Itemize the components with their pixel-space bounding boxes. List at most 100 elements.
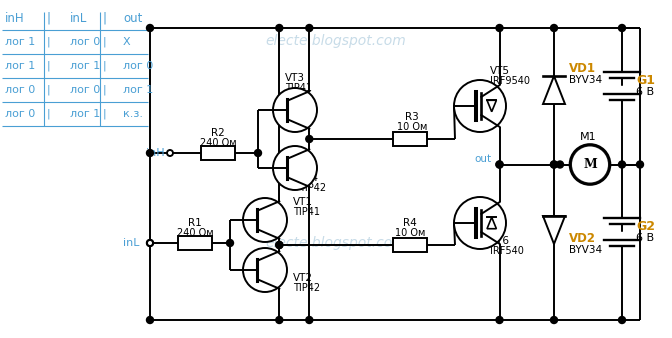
Text: R2: R2 [211,128,225,138]
Text: inL: inL [70,11,87,24]
Circle shape [273,88,317,132]
Text: VT1: VT1 [293,197,313,207]
Circle shape [273,146,317,190]
Circle shape [243,248,287,292]
Circle shape [306,24,312,31]
Text: TIP41: TIP41 [293,207,320,217]
Text: |: | [47,37,50,47]
Text: 240 Ом: 240 Ом [200,138,237,148]
Text: TIP41: TIP41 [285,83,312,93]
Circle shape [226,240,233,246]
Text: M: M [583,158,597,171]
Text: BYV34: BYV34 [569,75,602,85]
Text: лог 0: лог 0 [70,85,100,95]
Circle shape [496,24,503,31]
Circle shape [276,241,283,248]
Text: лог 0: лог 0 [5,85,35,95]
Text: 10 Ом: 10 Ом [396,122,427,132]
Polygon shape [487,217,497,229]
Text: лог 1: лог 1 [5,61,35,71]
Circle shape [276,241,283,248]
Circle shape [255,149,261,156]
Text: G1: G1 [636,74,655,87]
Text: |: | [47,61,50,71]
Text: |: | [47,85,50,95]
Circle shape [454,80,506,132]
Circle shape [306,136,312,143]
Text: к.з.: к.з. [123,109,143,119]
Text: VD1: VD1 [569,62,596,74]
Text: |: | [103,37,107,47]
Polygon shape [543,76,565,104]
Circle shape [147,240,153,246]
Circle shape [572,146,608,183]
Bar [393,238,427,252]
Text: R4: R4 [403,218,417,228]
Text: |: | [103,61,107,71]
Text: VT4: VT4 [299,173,319,183]
Circle shape [570,145,610,185]
Circle shape [550,161,558,168]
Text: |: | [47,109,50,119]
Circle shape [276,24,283,31]
Circle shape [243,198,287,242]
Bar [178,236,212,250]
Text: лог 0: лог 0 [5,109,35,119]
Text: X: X [123,37,130,47]
Circle shape [496,161,503,168]
Text: лог 0: лог 0 [70,37,100,47]
Text: 240 Ом: 240 Ом [177,228,213,238]
Bar [393,132,427,146]
Circle shape [147,240,153,246]
Text: |: | [103,11,107,24]
Text: |: | [103,85,107,95]
Text: |: | [47,11,51,24]
Text: out: out [474,154,491,165]
Circle shape [550,24,558,31]
Text: electe.blogspot.com: electe.blogspot.com [265,236,407,250]
Text: лог 1: лог 1 [70,109,100,119]
Text: 6 В: 6 В [636,87,654,97]
Text: VD2: VD2 [569,232,596,244]
Text: 6 В: 6 В [636,233,654,243]
Text: M1: M1 [580,131,596,142]
Polygon shape [543,216,565,244]
Circle shape [454,197,506,249]
Circle shape [146,316,153,323]
Circle shape [146,24,153,31]
Circle shape [496,316,503,323]
Text: R3: R3 [405,112,419,122]
Text: electe.blogspot.com: electe.blogspot.com [265,33,407,48]
Bar [201,146,235,160]
Polygon shape [487,100,497,112]
Text: VT5: VT5 [490,66,510,76]
Text: лог 1: лог 1 [123,85,153,95]
Text: VT3: VT3 [285,73,305,83]
Circle shape [496,161,503,168]
Text: IRF9540: IRF9540 [490,76,530,86]
Circle shape [550,161,558,168]
Circle shape [146,149,153,156]
Circle shape [276,316,283,323]
Text: TIP42: TIP42 [299,183,326,193]
Circle shape [146,240,153,246]
Text: G2: G2 [636,220,655,233]
Text: IRF540: IRF540 [490,246,524,256]
Text: BYV34: BYV34 [569,245,602,255]
Circle shape [556,161,564,168]
Text: лог 1: лог 1 [70,61,100,71]
Text: VT2: VT2 [293,273,313,283]
Text: |: | [103,109,107,119]
Text: 10 Ом: 10 Ом [395,228,425,238]
Circle shape [618,316,626,323]
Circle shape [618,24,626,31]
Text: лог 0: лог 0 [123,61,153,71]
Text: TIP42: TIP42 [293,283,320,293]
Circle shape [167,150,173,156]
Circle shape [550,316,558,323]
Circle shape [636,161,644,168]
Text: out: out [123,11,142,24]
Text: лог 1: лог 1 [5,37,35,47]
Text: inL: inL [124,238,140,248]
Text: VT6: VT6 [490,236,510,246]
